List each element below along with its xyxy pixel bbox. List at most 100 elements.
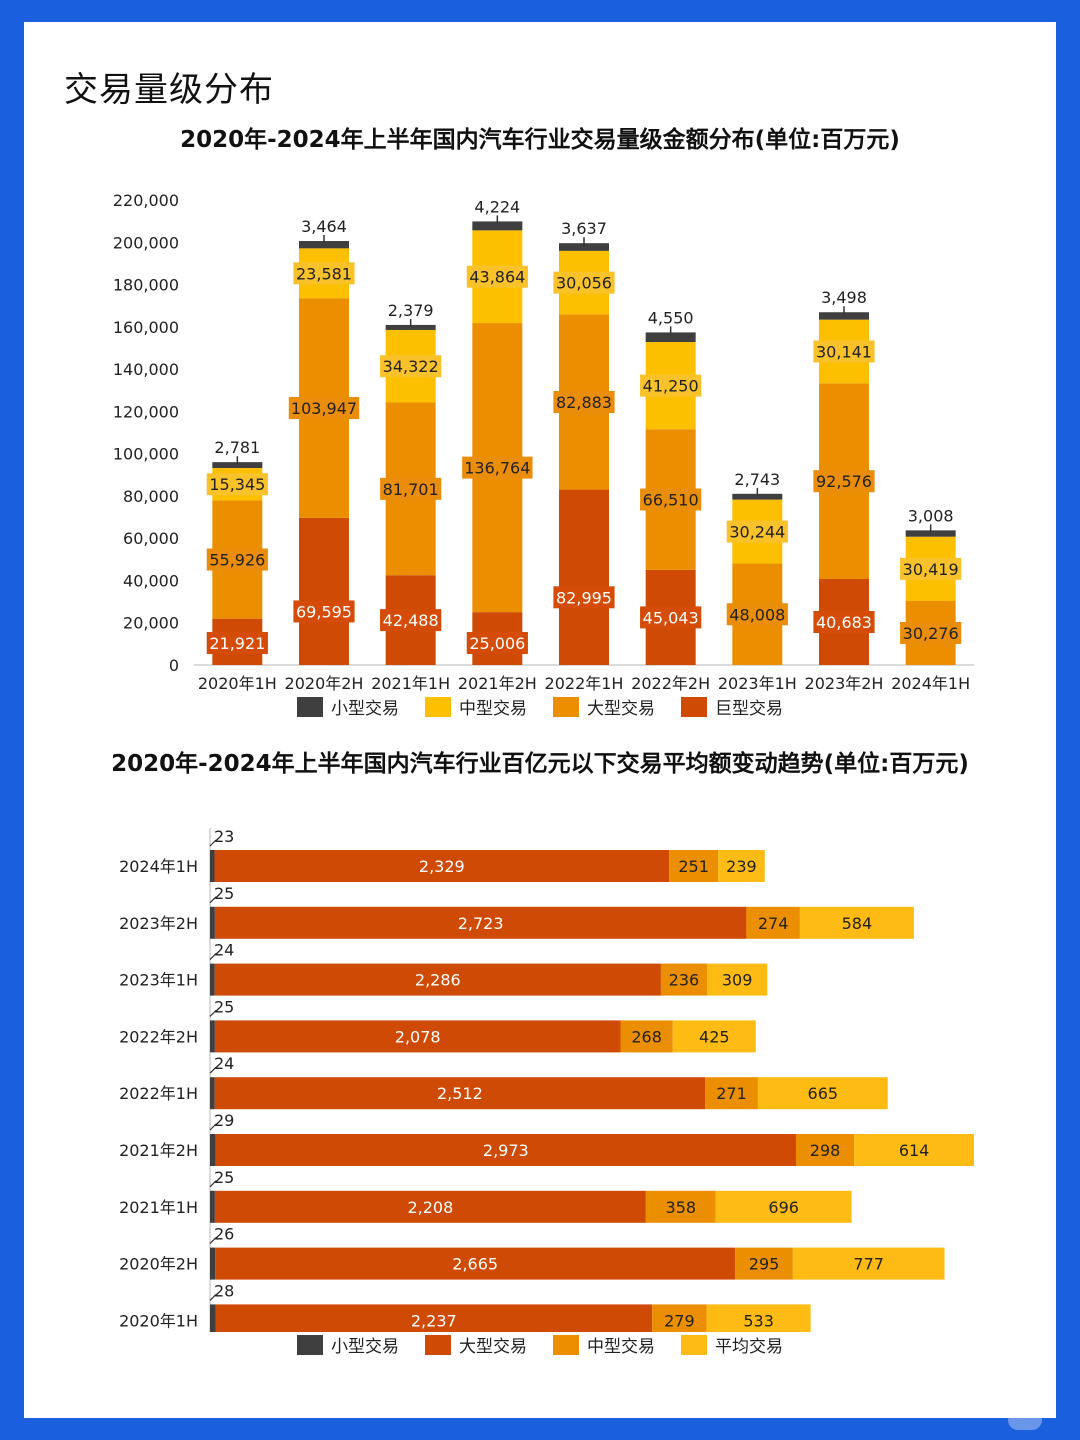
data-label-medium-bg xyxy=(813,340,875,363)
legend-swatch xyxy=(681,696,707,717)
bar-huge xyxy=(214,850,670,882)
data-label-huge-bg xyxy=(206,632,268,654)
y-tick-label: 100,000 xyxy=(113,445,179,464)
bar-small-tick xyxy=(209,1180,217,1188)
legend-label: 小型交易 xyxy=(331,1337,399,1357)
legend-swatch xyxy=(425,696,451,717)
data-label-large-bg xyxy=(640,488,702,511)
legend-label: 平均交易 xyxy=(715,1337,783,1357)
x-tick-label: 2020年1H xyxy=(198,674,277,692)
data-label-small: 29 xyxy=(214,1111,234,1130)
page-title: 交易量级分布 xyxy=(64,70,274,110)
data-label-huge: 21,921 xyxy=(209,634,265,653)
bar-small-tick xyxy=(209,953,217,961)
data-label-small: 2,743 xyxy=(734,470,780,489)
bar-huge xyxy=(214,963,661,996)
data-label-large: 271 xyxy=(716,1084,747,1103)
data-label-small: 24 xyxy=(214,941,234,960)
bar-small xyxy=(210,1020,215,1053)
bar-large xyxy=(620,1020,673,1053)
data-label-huge-bg xyxy=(553,586,615,609)
data-label-medium-bg xyxy=(726,520,788,543)
bar-large xyxy=(735,1247,793,1280)
data-label-huge-bg xyxy=(293,600,355,623)
x-tick-label: 2023年1H xyxy=(718,674,797,692)
legend-label: 小型交易 xyxy=(331,699,399,719)
y-tick-label: 40,000 xyxy=(123,571,179,590)
data-label-medium-bg xyxy=(206,473,268,496)
y-tick-label: 220,000 xyxy=(113,191,179,210)
bar-small-tick xyxy=(209,1066,217,1074)
data-label-medium-bg xyxy=(553,271,615,294)
bar-large xyxy=(652,1304,707,1332)
data-label-large-bg xyxy=(206,548,268,571)
bar-small-tick xyxy=(209,1293,217,1301)
bar-average xyxy=(718,850,765,882)
data-label-small: 3,008 xyxy=(908,506,954,525)
data-label-large-bg xyxy=(553,390,615,413)
legend-swatch xyxy=(553,696,579,717)
legend-label: 大型交易 xyxy=(587,699,655,719)
data-label-average: 665 xyxy=(808,1084,839,1103)
watermark xyxy=(1008,1410,1042,1430)
data-label-large: 81,701 xyxy=(383,480,439,499)
data-label-medium: 34,322 xyxy=(383,357,439,376)
bar-average xyxy=(757,1077,888,1110)
y-tick-label: 200,000 xyxy=(113,233,179,252)
data-label-average: 309 xyxy=(722,971,753,990)
bar-average xyxy=(706,963,768,996)
y-tick-label: 20,000 xyxy=(123,614,179,633)
bar-small xyxy=(559,243,609,251)
data-label-small: 3,637 xyxy=(561,219,607,238)
y-tick-label: 2024年1H xyxy=(119,857,198,876)
bar-small-tick xyxy=(209,1009,217,1017)
y-tick-label: 140,000 xyxy=(113,360,179,379)
legend-item: 大型交易 xyxy=(425,1332,527,1357)
data-label-huge: 45,043 xyxy=(643,608,699,627)
data-label-large: 298 xyxy=(810,1141,841,1160)
y-tick-label: 0 xyxy=(169,656,179,675)
bar-large xyxy=(669,850,719,882)
bar-small xyxy=(210,1190,215,1223)
data-label-huge-bg xyxy=(640,606,702,629)
data-label-large-bg xyxy=(726,603,788,626)
data-label-medium-bg xyxy=(640,374,702,397)
bar-average xyxy=(706,1304,811,1332)
data-label-medium: 30,056 xyxy=(556,274,612,293)
data-label-large: 103,947 xyxy=(291,399,357,418)
legend-swatch xyxy=(553,1334,579,1355)
data-label-huge: 82,995 xyxy=(556,588,612,607)
data-label-huge: 25,006 xyxy=(469,634,525,653)
data-label-huge: 2,973 xyxy=(483,1141,529,1160)
bar-small xyxy=(210,1134,216,1166)
bar-small xyxy=(645,332,696,343)
data-label-medium: 23,581 xyxy=(296,264,352,283)
bar-small xyxy=(819,312,869,320)
legend-item: 中型交易 xyxy=(553,1332,655,1357)
legend-item: 小型交易 xyxy=(297,1332,399,1357)
data-label-large: 66,510 xyxy=(643,491,699,510)
y-tick-label: 2020年1H xyxy=(119,1311,198,1330)
data-label-average: 777 xyxy=(853,1255,884,1274)
data-label-small: 2,379 xyxy=(388,301,434,320)
data-label-large: 30,276 xyxy=(903,624,959,643)
data-label-small: 4,550 xyxy=(648,308,694,327)
data-label-huge-bg xyxy=(813,611,875,634)
legend-item: 大型交易 xyxy=(553,694,655,719)
bar-small xyxy=(905,530,956,537)
y-tick-label: 180,000 xyxy=(113,276,179,295)
bar-large xyxy=(746,906,800,939)
bar-small-tick xyxy=(209,896,217,904)
x-tick-label: 2020年2H xyxy=(285,674,364,692)
data-label-huge: 2,237 xyxy=(411,1311,457,1330)
y-tick-label: 80,000 xyxy=(123,487,179,506)
data-label-average: 533 xyxy=(743,1311,774,1330)
bar-average xyxy=(672,1020,756,1053)
data-label-huge: 2,512 xyxy=(437,1084,483,1103)
x-tick-label: 2021年1H xyxy=(371,674,450,692)
bar-small xyxy=(210,906,215,939)
data-label-small: 3,498 xyxy=(821,288,867,307)
legend-swatch xyxy=(297,696,323,717)
bar-average xyxy=(854,1134,975,1166)
bar-small-tick xyxy=(209,839,217,847)
